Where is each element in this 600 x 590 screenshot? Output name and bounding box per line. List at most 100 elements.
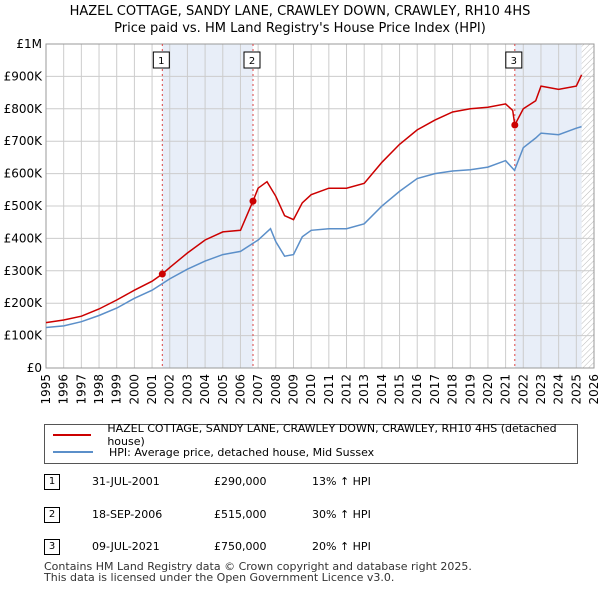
sale-label-number: 3 bbox=[511, 56, 517, 67]
x-tick-group: 2017 bbox=[428, 374, 442, 405]
y-tick-label: £0 bbox=[27, 361, 42, 375]
y-tick-label: £100K bbox=[4, 329, 44, 343]
sale-date: 31-JUL-2001 bbox=[92, 475, 160, 488]
sale-number-badge: 2 bbox=[44, 507, 60, 523]
legend: HAZEL COTTAGE, SANDY LANE, CRAWLEY DOWN,… bbox=[44, 422, 578, 464]
x-tick-label: 2025 bbox=[569, 374, 583, 405]
sale-point bbox=[158, 270, 166, 278]
x-tick-label: 2011 bbox=[322, 374, 336, 405]
x-tick-group: 2007 bbox=[251, 374, 265, 405]
legend-item-hpi: HPI: Average price, detached house, Mid … bbox=[53, 444, 374, 460]
footer-copyright: Contains HM Land Registry data © Crown c… bbox=[44, 560, 472, 573]
sale-date: 09-JUL-2021 bbox=[92, 540, 160, 553]
x-tick-label: 1998 bbox=[92, 374, 106, 405]
x-tick-label: 1996 bbox=[57, 374, 71, 405]
y-tick-label: £200K bbox=[4, 296, 44, 310]
sale-hpi-change: 20% ↑ HPI bbox=[312, 540, 371, 553]
sale-number-badge: 1 bbox=[44, 474, 60, 490]
sale-price: £290,000 bbox=[214, 475, 267, 488]
sale-number-badge: 3 bbox=[44, 539, 60, 555]
x-tick-group: 2015 bbox=[393, 374, 407, 405]
x-tick-label: 2007 bbox=[251, 374, 265, 405]
x-tick-label: 2006 bbox=[233, 374, 247, 405]
x-tick-group: 2013 bbox=[357, 374, 371, 405]
sale-label-box bbox=[505, 51, 523, 69]
x-tick-label: 2017 bbox=[428, 374, 442, 405]
x-tick-label: 2002 bbox=[163, 374, 177, 405]
property-price-line bbox=[45, 74, 583, 324]
price-chart: £0 £100K £200K £300K £400K £500K £600K £700K £80… bbox=[4, 37, 600, 405]
x-tick-group: 2018 bbox=[446, 374, 460, 405]
x-tick-group: 2022 bbox=[516, 374, 530, 405]
x-tick-label: 2013 bbox=[357, 374, 371, 405]
x-tick-group: 2001 bbox=[145, 374, 159, 405]
x-tick-group: 2026 bbox=[587, 374, 600, 405]
x-tick-label: 2024 bbox=[552, 374, 566, 405]
x-tick-group: 2025 bbox=[569, 374, 583, 405]
x-tick-group: 1999 bbox=[110, 374, 124, 405]
y-tick-label: £500K bbox=[4, 199, 44, 213]
sale-date: 18-SEP-2006 bbox=[92, 508, 163, 521]
x-tick-group: 2006 bbox=[233, 374, 247, 405]
footer: Contains HM Land Registry data © Crown c… bbox=[44, 561, 472, 583]
hpi-line bbox=[45, 125, 582, 329]
legend-line-red bbox=[53, 434, 92, 436]
x-tick-group: 1997 bbox=[74, 374, 88, 405]
x-tick-group: 2023 bbox=[534, 374, 548, 405]
x-tick-group: 2016 bbox=[410, 374, 424, 405]
x-tick-group: 2002 bbox=[163, 374, 177, 405]
x-tick-label: 2020 bbox=[481, 374, 495, 405]
x-tick-label: 1999 bbox=[110, 374, 124, 405]
x-tick-group: 2012 bbox=[340, 374, 354, 405]
x-tick-label: 2004 bbox=[198, 374, 212, 405]
x-tick-label: 2021 bbox=[499, 374, 513, 405]
y-tick-label: £900K bbox=[4, 69, 44, 83]
x-tick-label: 2010 bbox=[304, 374, 318, 405]
x-tick-label: 2019 bbox=[463, 374, 477, 405]
x-tick-label: 2008 bbox=[269, 374, 283, 405]
x-tick-group: 2021 bbox=[499, 374, 513, 405]
y-tick-label: £600K bbox=[4, 167, 44, 181]
sale-label-box bbox=[152, 51, 170, 69]
x-tick-label: 2000 bbox=[127, 374, 141, 405]
sale-hpi-change: 13% ↑ HPI bbox=[312, 475, 371, 488]
legend-label-hpi: HPI: Average price, detached house, Mid … bbox=[109, 445, 375, 459]
sale-point bbox=[249, 197, 257, 205]
x-tick-label: 1995 bbox=[39, 374, 53, 405]
x-tick-group: 2005 bbox=[216, 374, 230, 405]
chart-title-line1: HAZEL COTTAGE, SANDY LANE, CRAWLEY DOWN,… bbox=[69, 4, 531, 19]
legend-line-blue bbox=[53, 451, 93, 453]
legend-item-property: HAZEL COTTAGE, SANDY LANE, CRAWLEY DOWN,… bbox=[53, 422, 577, 448]
plot-border bbox=[45, 43, 595, 369]
x-tick-group: 2008 bbox=[269, 374, 283, 405]
x-tick-group: 2009 bbox=[286, 374, 300, 405]
sale-row: 1 31-JUL-2001 £290,000 13% ↑ HPI bbox=[44, 474, 584, 494]
x-tick-group: 2004 bbox=[198, 374, 212, 405]
sale-label-number: 1 bbox=[158, 56, 164, 67]
x-tick-label: 2016 bbox=[410, 374, 424, 405]
x-tick-group: 2019 bbox=[463, 374, 477, 405]
footer-licence: This data is licensed under the Open Gov… bbox=[44, 571, 395, 584]
x-tick-label: 2022 bbox=[516, 374, 530, 405]
sale-hpi-change: 30% ↑ HPI bbox=[312, 508, 371, 521]
chart-title-line2: Price paid vs. HM Land Registry's House … bbox=[114, 21, 486, 36]
x-tick-label: 2023 bbox=[534, 374, 548, 405]
y-tick-label: £400K bbox=[4, 231, 44, 245]
x-tick-group: 1996 bbox=[57, 374, 71, 405]
x-tick-label: 2018 bbox=[446, 374, 460, 405]
x-tick-group: 2010 bbox=[304, 374, 318, 405]
x-tick-group: 2020 bbox=[481, 374, 495, 405]
x-tick-group: 2003 bbox=[180, 374, 194, 405]
sale-price: £515,000 bbox=[214, 508, 267, 521]
sale-label-number: 2 bbox=[249, 56, 255, 67]
sale-point bbox=[511, 121, 519, 129]
x-tick-group: 2000 bbox=[127, 374, 141, 405]
x-tick-label: 1997 bbox=[74, 374, 88, 405]
x-tick-label: 2015 bbox=[393, 374, 407, 405]
y-tick-label: £700K bbox=[4, 134, 44, 148]
y-tick-label: £800K bbox=[4, 102, 44, 116]
x-tick-group: 2024 bbox=[552, 374, 566, 405]
sale-label-box bbox=[243, 51, 261, 69]
x-tick-label: 2014 bbox=[375, 374, 389, 405]
x-tick-label: 2009 bbox=[286, 374, 300, 405]
